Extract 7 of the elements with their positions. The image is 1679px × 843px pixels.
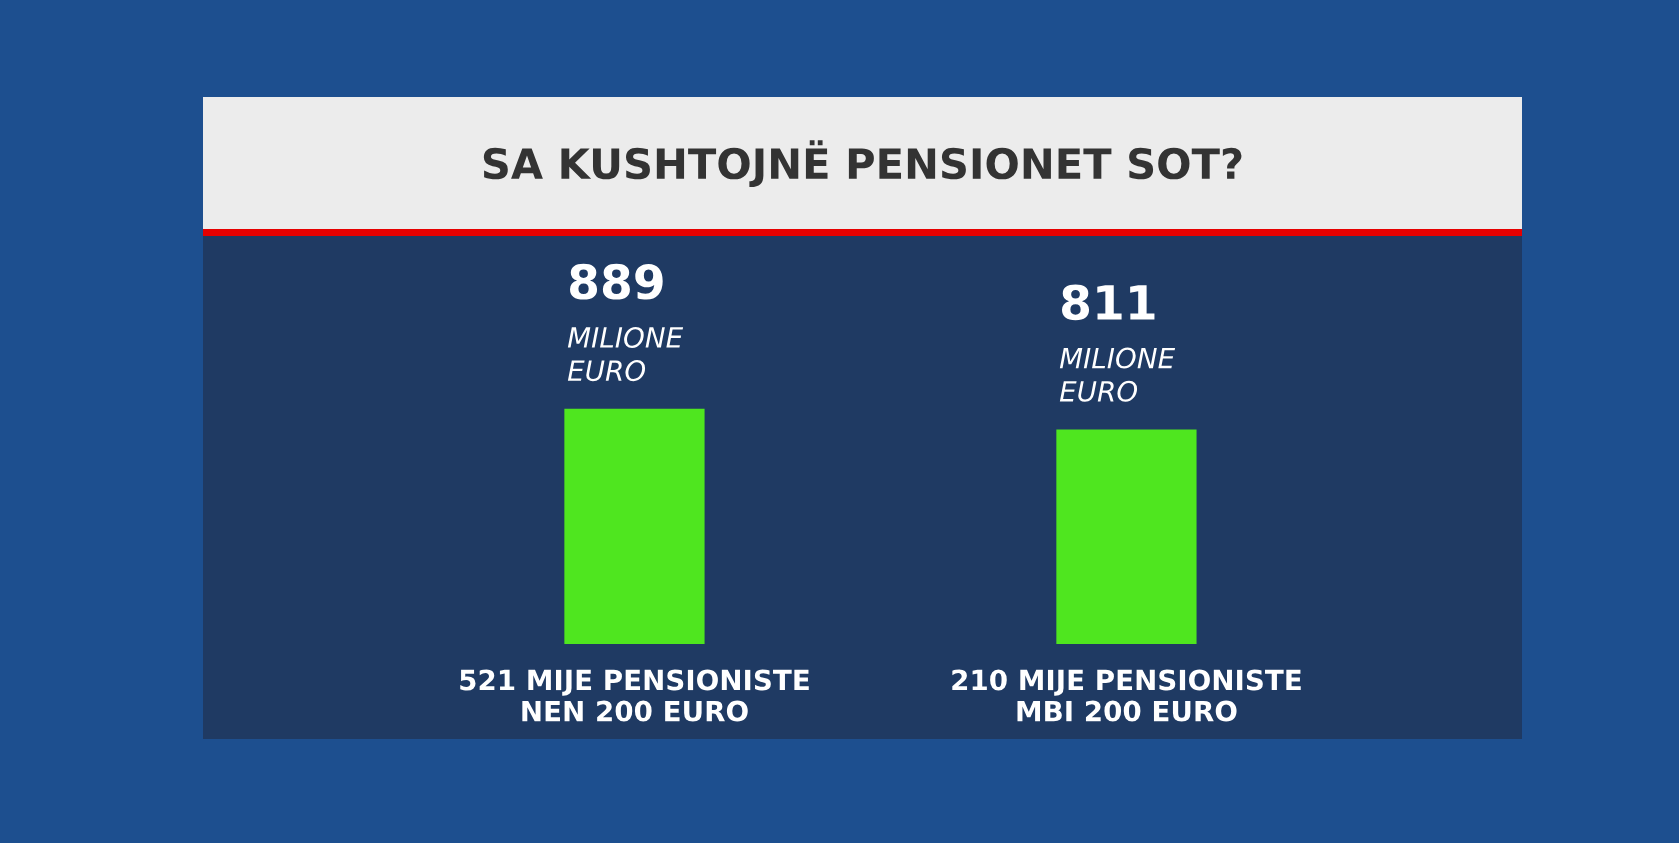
text: MILIONE EURO bbox=[1059, 347, 1176, 402]
data-label: 811 bbox=[1062, 284, 1155, 321]
x-tick-label: 210 MIJE PENSIONISTE MBI 200 EURO bbox=[952, 669, 1301, 722]
x-tick-label: 521 MIJE PENSIONISTE NEN 200 EURO bbox=[460, 669, 809, 722]
text: MILIONE EURO bbox=[567, 326, 684, 382]
data-label: 889 bbox=[570, 263, 663, 300]
chart-title: SA KUSHTOJNË PENSIONET SOT? bbox=[483, 140, 1242, 188]
